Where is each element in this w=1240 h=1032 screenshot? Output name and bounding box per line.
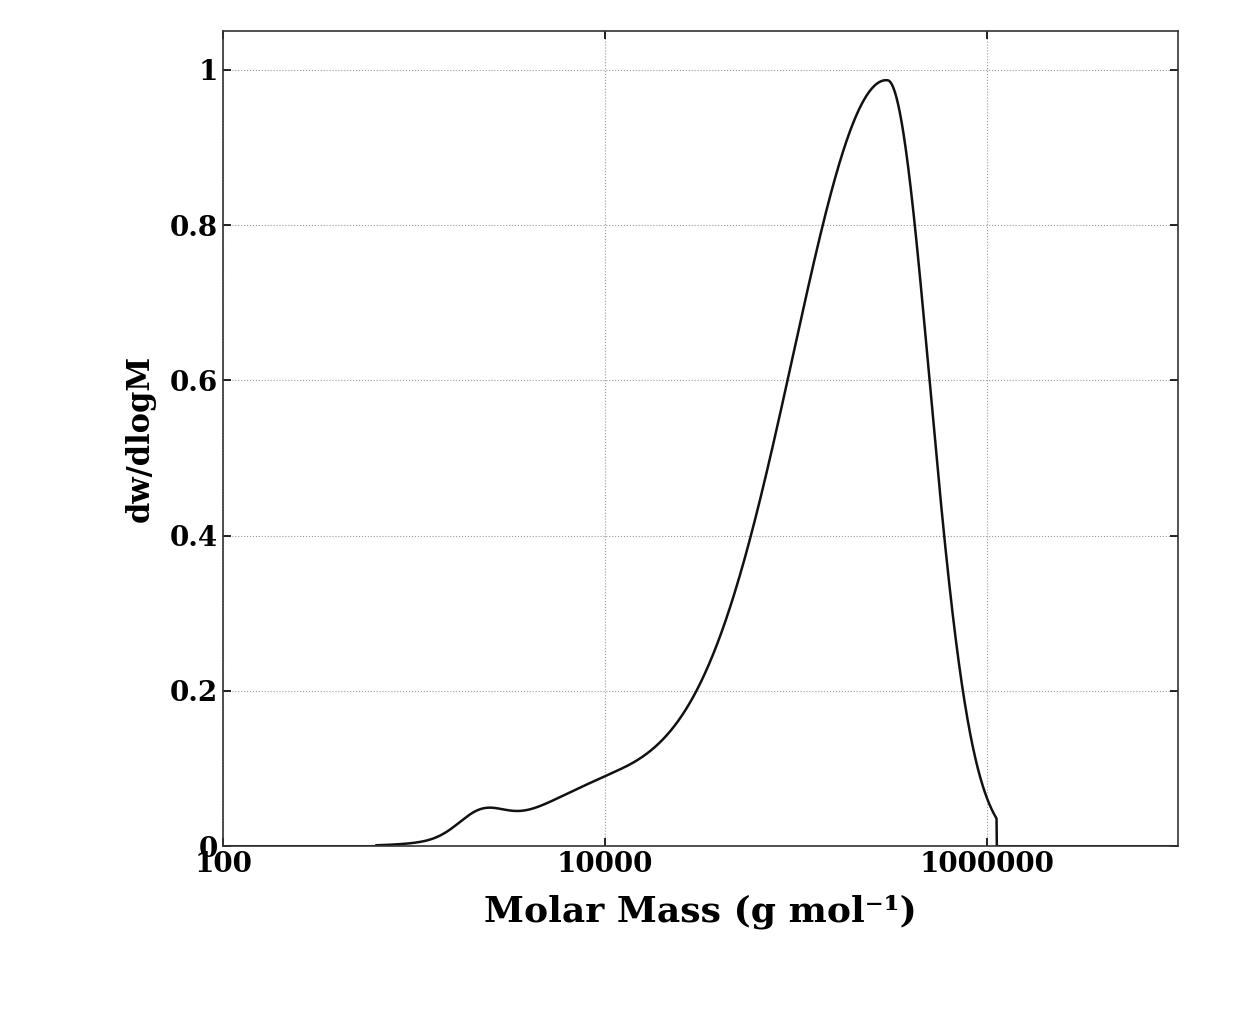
Y-axis label: dw/dlogM: dw/dlogM (125, 355, 156, 522)
X-axis label: Molar Mass (g mol⁻¹): Molar Mass (g mol⁻¹) (484, 895, 918, 930)
